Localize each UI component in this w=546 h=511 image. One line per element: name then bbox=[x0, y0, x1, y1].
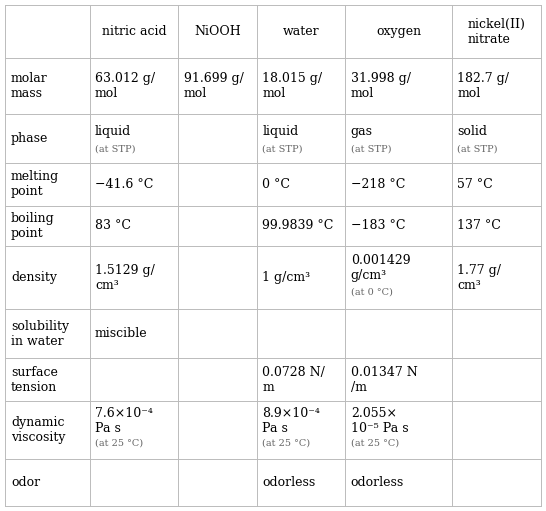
Text: 0.01347 N
/m: 0.01347 N /m bbox=[351, 366, 418, 393]
Text: (at 25 °C): (at 25 °C) bbox=[95, 438, 143, 447]
Text: 137 °C: 137 °C bbox=[458, 219, 501, 233]
Text: odorless: odorless bbox=[262, 476, 316, 489]
Text: (at 0 °C): (at 0 °C) bbox=[351, 287, 393, 296]
Text: solubility
in water: solubility in water bbox=[11, 320, 69, 348]
Text: (at STP): (at STP) bbox=[351, 145, 391, 154]
Text: (at STP): (at STP) bbox=[458, 145, 498, 154]
Text: nitric acid: nitric acid bbox=[102, 25, 166, 38]
Text: 0.001429
g/cm³: 0.001429 g/cm³ bbox=[351, 254, 411, 282]
Text: 83 °C: 83 °C bbox=[95, 219, 131, 233]
Text: dynamic
viscosity: dynamic viscosity bbox=[11, 416, 66, 444]
Text: oxygen: oxygen bbox=[376, 25, 421, 38]
Text: nickel(II)
nitrate: nickel(II) nitrate bbox=[467, 17, 525, 45]
Text: boiling
point: boiling point bbox=[11, 212, 55, 240]
Text: 7.6×10⁻⁴
Pa s: 7.6×10⁻⁴ Pa s bbox=[95, 407, 153, 435]
Text: 99.9839 °C: 99.9839 °C bbox=[262, 219, 334, 233]
Text: (at STP): (at STP) bbox=[262, 145, 302, 154]
Text: liquid: liquid bbox=[262, 125, 299, 137]
Text: surface
tension: surface tension bbox=[11, 366, 58, 393]
Text: miscible: miscible bbox=[95, 327, 147, 340]
Text: −218 °C: −218 °C bbox=[351, 178, 405, 191]
Text: gas: gas bbox=[351, 125, 373, 137]
Text: 57 °C: 57 °C bbox=[458, 178, 493, 191]
Text: 31.998 g/
mol: 31.998 g/ mol bbox=[351, 72, 411, 100]
Text: water: water bbox=[283, 25, 319, 38]
Text: liquid: liquid bbox=[95, 125, 131, 137]
Text: 1 g/cm³: 1 g/cm³ bbox=[262, 271, 310, 284]
Text: 63.012 g/
mol: 63.012 g/ mol bbox=[95, 72, 155, 100]
Text: (at 25 °C): (at 25 °C) bbox=[351, 438, 399, 447]
Text: NiOOH: NiOOH bbox=[194, 25, 241, 38]
Text: odor: odor bbox=[11, 476, 40, 489]
Text: 1.77 g/
cm³: 1.77 g/ cm³ bbox=[458, 264, 501, 292]
Text: 91.699 g/
mol: 91.699 g/ mol bbox=[183, 72, 244, 100]
Text: density: density bbox=[11, 271, 57, 284]
Text: solid: solid bbox=[458, 125, 488, 137]
Text: 182.7 g/
mol: 182.7 g/ mol bbox=[458, 72, 509, 100]
Text: (at STP): (at STP) bbox=[95, 145, 135, 154]
Text: 0.0728 N/
m: 0.0728 N/ m bbox=[262, 366, 325, 393]
Text: 0 °C: 0 °C bbox=[262, 178, 290, 191]
Text: odorless: odorless bbox=[351, 476, 404, 489]
Text: 2.055×
10⁻⁵ Pa s: 2.055× 10⁻⁵ Pa s bbox=[351, 407, 408, 435]
Text: 18.015 g/
mol: 18.015 g/ mol bbox=[262, 72, 322, 100]
Text: −41.6 °C: −41.6 °C bbox=[95, 178, 153, 191]
Text: molar
mass: molar mass bbox=[11, 72, 48, 100]
Text: melting
point: melting point bbox=[11, 170, 59, 198]
Text: −183 °C: −183 °C bbox=[351, 219, 405, 233]
Text: 1.5129 g/
cm³: 1.5129 g/ cm³ bbox=[95, 264, 155, 292]
Text: (at 25 °C): (at 25 °C) bbox=[262, 438, 310, 447]
Text: 8.9×10⁻⁴
Pa s: 8.9×10⁻⁴ Pa s bbox=[262, 407, 320, 435]
Text: phase: phase bbox=[11, 132, 48, 145]
